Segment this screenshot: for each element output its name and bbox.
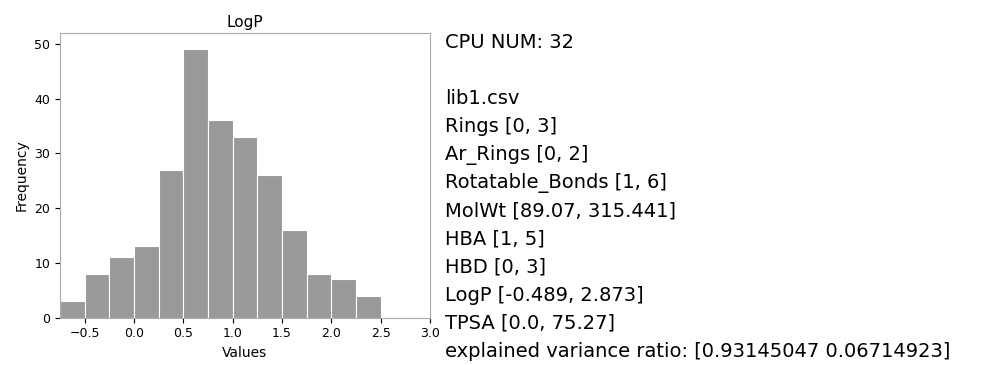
Bar bbox=[331, 279, 356, 318]
Text: LogP [-0.489, 2.873]: LogP [-0.489, 2.873] bbox=[445, 286, 644, 305]
Bar bbox=[233, 137, 257, 318]
Bar bbox=[60, 301, 85, 318]
Bar bbox=[257, 175, 282, 318]
Bar bbox=[183, 49, 208, 318]
Bar bbox=[159, 170, 183, 318]
Text: HBA [1, 5]: HBA [1, 5] bbox=[445, 230, 545, 249]
Text: Rings [0, 3]: Rings [0, 3] bbox=[445, 117, 557, 136]
Bar bbox=[307, 274, 331, 318]
Text: Rotatable_Bonds [1, 6]: Rotatable_Bonds [1, 6] bbox=[445, 173, 667, 193]
Text: TPSA [0.0, 75.27]: TPSA [0.0, 75.27] bbox=[445, 314, 615, 333]
Y-axis label: Frequency: Frequency bbox=[15, 139, 29, 211]
Bar bbox=[282, 230, 307, 318]
Bar bbox=[208, 120, 233, 318]
Text: lib1.csv: lib1.csv bbox=[445, 89, 519, 108]
Title: LogP: LogP bbox=[227, 15, 263, 30]
Text: CPU NUM: 32: CPU NUM: 32 bbox=[445, 33, 574, 52]
X-axis label: Values: Values bbox=[222, 346, 268, 360]
Text: explained variance ratio: [0.93145047 0.06714923]: explained variance ratio: [0.93145047 0.… bbox=[445, 342, 950, 361]
Bar bbox=[356, 296, 381, 318]
Text: HBD [0, 3]: HBD [0, 3] bbox=[445, 258, 546, 277]
Bar bbox=[85, 274, 109, 318]
Bar bbox=[109, 257, 134, 318]
Text: MolWt [89.07, 315.441]: MolWt [89.07, 315.441] bbox=[445, 201, 676, 220]
Text: Ar_Rings [0, 2]: Ar_Rings [0, 2] bbox=[445, 145, 588, 165]
Bar bbox=[134, 246, 159, 318]
